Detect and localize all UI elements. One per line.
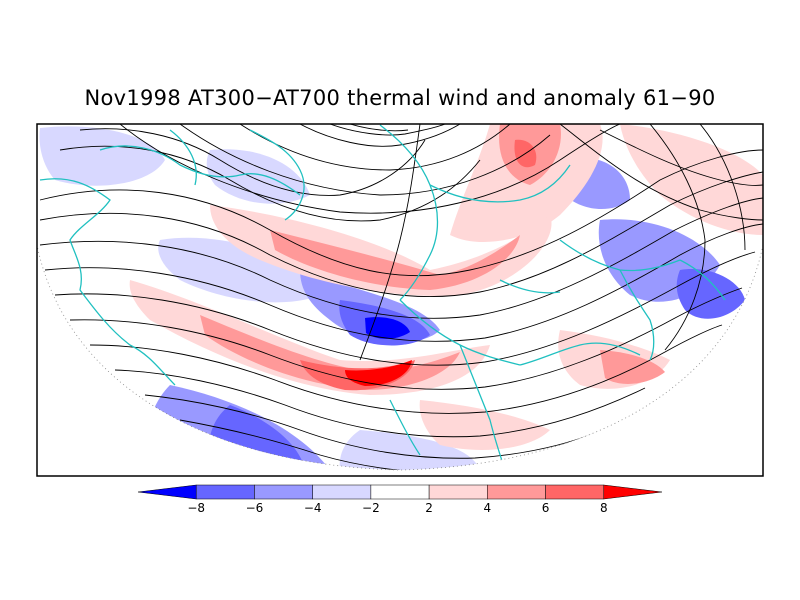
negative-anomaly-region (206, 149, 310, 204)
negative-anomaly-region (676, 269, 745, 319)
colorbar-tick-label: 8 (600, 501, 608, 515)
negative-anomaly-core (365, 317, 410, 339)
negative-anomaly-region (39, 126, 165, 186)
positive-anomaly-region (270, 230, 520, 290)
colorbar-tick-label: 4 (484, 501, 492, 515)
positive-anomaly-core (345, 360, 412, 386)
colorbar-tick-label: 2 (425, 501, 433, 515)
colorbar-bin (254, 484, 313, 500)
positive-anomaly-region (419, 400, 550, 450)
colorbar-bin (137, 484, 197, 500)
anomaly-field (37, 124, 763, 470)
colorbar-tick-label: −6 (246, 501, 264, 515)
colorbar-bin (603, 484, 663, 500)
colorbar-bin (428, 484, 488, 500)
positive-anomaly-region (600, 350, 665, 384)
colorbar-tick-label: −2 (362, 501, 380, 515)
colorbar-tick-label: 6 (542, 501, 550, 515)
colorbar: −8 −6 −4 −2 2 4 6 8 (137, 484, 663, 515)
coastlines (39, 124, 726, 470)
hemisphere-boundary (36, 244, 764, 471)
colorbar-bin (312, 484, 372, 500)
colorbar-tick-label: −8 (187, 501, 205, 515)
map-frame (36, 123, 764, 477)
colorbar-bin (370, 484, 430, 500)
map-title: Nov1998 AT300−AT700 thermal wind and ano… (84, 86, 716, 110)
colorbar-bin (195, 484, 255, 500)
colorbar-tick-label: −4 (304, 501, 322, 515)
colorbar-bin (487, 484, 546, 500)
colorbar-bin (545, 484, 605, 500)
negative-anomaly-region (339, 430, 480, 470)
